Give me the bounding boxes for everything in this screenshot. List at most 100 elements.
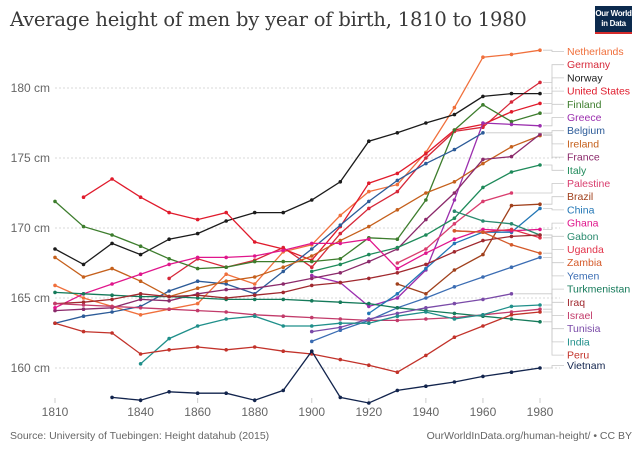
legend-item[interactable]: Greece: [543, 112, 602, 127]
data-point[interactable]: [195, 231, 200, 236]
data-point[interactable]: [338, 325, 343, 330]
series-tunisia[interactable]: [309, 292, 514, 334]
data-point[interactable]: [481, 230, 485, 234]
data-point[interactable]: [338, 280, 343, 285]
data-point[interactable]: [481, 275, 485, 279]
data-point[interactable]: [367, 139, 371, 143]
data-point[interactable]: [167, 294, 171, 299]
data-point[interactable]: [167, 336, 171, 341]
data-point[interactable]: [338, 317, 343, 321]
data-point[interactable]: [309, 265, 314, 270]
data-point[interactable]: [309, 283, 314, 288]
data-point[interactable]: [338, 213, 343, 218]
series-line[interactable]: [111, 350, 541, 404]
data-point[interactable]: [481, 185, 485, 190]
data-point[interactable]: [452, 317, 457, 321]
data-point[interactable]: [138, 252, 143, 257]
data-point[interactable]: [338, 357, 343, 362]
data-point[interactable]: [167, 289, 171, 293]
data-point[interactable]: [395, 370, 400, 375]
data-point[interactable]: [538, 366, 542, 370]
data-point[interactable]: [338, 321, 343, 326]
legend-label[interactable]: Uganda: [567, 244, 604, 256]
data-point[interactable]: [138, 294, 143, 299]
data-point[interactable]: [481, 238, 485, 243]
data-point[interactable]: [367, 301, 371, 306]
data-point[interactable]: [367, 363, 371, 368]
data-point[interactable]: [224, 310, 228, 314]
data-point[interactable]: [424, 198, 428, 202]
data-point[interactable]: [424, 310, 428, 314]
legend-item[interactable]: Palestine: [514, 178, 610, 194]
data-point[interactable]: [452, 380, 457, 384]
data-point[interactable]: [53, 199, 57, 204]
data-point[interactable]: [252, 398, 257, 403]
legend-label[interactable]: France: [567, 152, 600, 164]
data-point[interactable]: [195, 255, 200, 260]
data-point[interactable]: [338, 241, 343, 246]
legend-label[interactable]: Brazil: [567, 191, 593, 203]
data-point[interactable]: [481, 324, 485, 328]
legend-item[interactable]: United States: [543, 86, 630, 104]
data-point[interactable]: [367, 304, 371, 309]
data-point[interactable]: [424, 217, 428, 222]
data-point[interactable]: [452, 222, 457, 226]
data-point[interactable]: [367, 224, 371, 229]
data-point[interactable]: [110, 233, 114, 237]
data-point[interactable]: [195, 217, 200, 222]
data-point[interactable]: [367, 199, 371, 204]
data-point[interactable]: [538, 307, 542, 312]
data-point[interactable]: [138, 272, 143, 277]
data-point[interactable]: [195, 279, 200, 284]
data-point[interactable]: [509, 122, 514, 127]
data-point[interactable]: [395, 171, 400, 176]
data-point[interactable]: [110, 395, 114, 400]
legend-label[interactable]: Vietnam: [567, 360, 606, 372]
data-point[interactable]: [309, 299, 314, 303]
data-point[interactable]: [138, 244, 143, 248]
credit-link[interactable]: OurWorldInData.org/human-height/ • CC BY: [426, 430, 632, 442]
series-zambia[interactable]: [452, 229, 542, 255]
data-point[interactable]: [538, 163, 542, 167]
data-point[interactable]: [138, 195, 143, 199]
data-point[interactable]: [138, 398, 143, 403]
data-point[interactable]: [309, 349, 314, 354]
data-point[interactable]: [481, 252, 485, 257]
data-point[interactable]: [167, 348, 171, 352]
data-point[interactable]: [395, 318, 400, 323]
data-point[interactable]: [367, 259, 371, 264]
data-point[interactable]: [395, 237, 400, 241]
data-point[interactable]: [224, 296, 228, 300]
data-point[interactable]: [509, 234, 514, 239]
data-point[interactable]: [538, 233, 542, 237]
data-point[interactable]: [481, 131, 485, 135]
data-point[interactable]: [252, 297, 257, 302]
legend-label[interactable]: Greece: [567, 112, 602, 124]
data-point[interactable]: [452, 180, 457, 184]
legend-item[interactable]: Ghana: [543, 218, 599, 230]
legend-label[interactable]: Gabon: [567, 231, 599, 243]
data-point[interactable]: [138, 292, 143, 296]
legend-item[interactable]: China: [543, 204, 595, 216]
data-point[interactable]: [224, 279, 228, 284]
data-point[interactable]: [424, 384, 428, 389]
data-point[interactable]: [224, 391, 228, 396]
data-point[interactable]: [252, 254, 257, 258]
data-point[interactable]: [395, 245, 400, 250]
data-point[interactable]: [338, 223, 343, 227]
data-point[interactable]: [481, 227, 485, 232]
data-point[interactable]: [424, 292, 428, 296]
data-point[interactable]: [167, 276, 171, 281]
data-point[interactable]: [309, 324, 314, 328]
data-point[interactable]: [338, 300, 343, 305]
legend-item[interactable]: Gabon: [543, 231, 599, 243]
data-point[interactable]: [367, 311, 371, 316]
data-point[interactable]: [367, 276, 371, 281]
data-point[interactable]: [509, 203, 514, 208]
series-united-states[interactable]: [81, 101, 542, 263]
data-point[interactable]: [309, 254, 314, 258]
data-point[interactable]: [252, 286, 257, 291]
series-peru[interactable]: [53, 310, 542, 375]
data-point[interactable]: [452, 311, 457, 316]
legend-item[interactable]: Germany: [543, 59, 611, 83]
